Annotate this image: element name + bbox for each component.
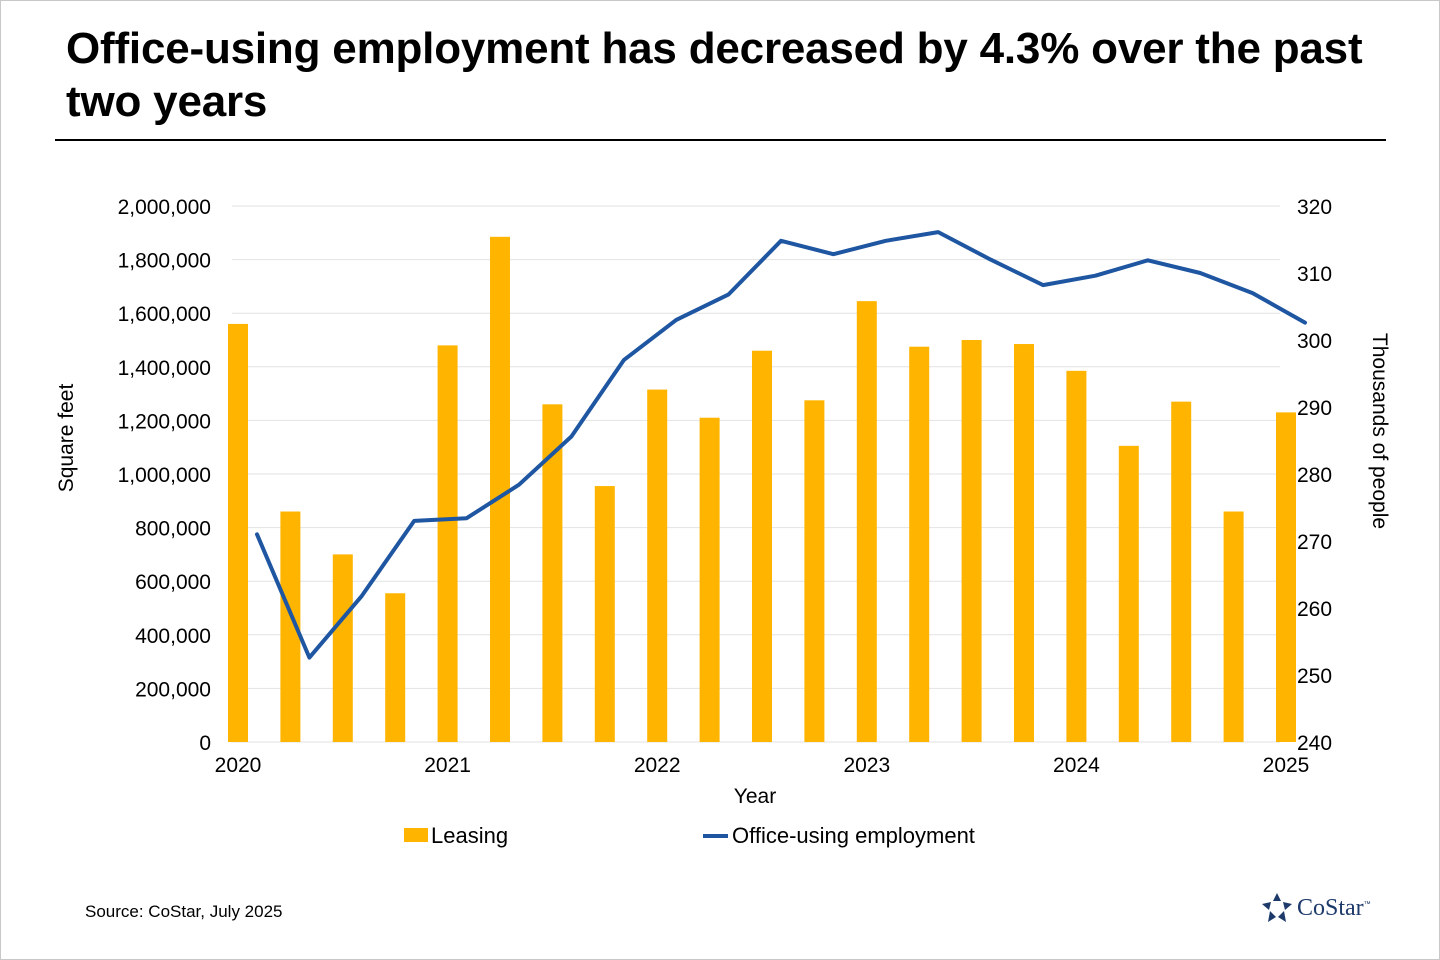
leasing-bar bbox=[594, 486, 615, 742]
y-tick-label: 2,000,000 bbox=[118, 196, 211, 219]
y2-tick-label: 320 bbox=[1297, 196, 1332, 219]
leasing-bar bbox=[490, 236, 510, 742]
x-axis-ticks: 2020 2021 2022 2023 2024 2025 bbox=[215, 754, 1310, 777]
y-tick-label: 1,200,000 bbox=[118, 410, 211, 433]
legend-leasing-label: Leasing bbox=[431, 823, 508, 848]
leasing-bar bbox=[1171, 401, 1192, 742]
y2-tick-label: 280 bbox=[1297, 464, 1332, 487]
y2-tick-label: 300 bbox=[1297, 330, 1332, 353]
leasing-bar bbox=[437, 345, 458, 742]
leasing-bar bbox=[1223, 511, 1244, 742]
leasing-bar bbox=[909, 346, 930, 742]
logo-trademark: ™ bbox=[1363, 901, 1371, 908]
leasing-bar bbox=[699, 417, 720, 742]
y2-axis-label: Thousands of people bbox=[1368, 333, 1391, 529]
leasing-bar bbox=[961, 340, 982, 742]
y2-tick-label: 290 bbox=[1297, 397, 1332, 420]
leasing-bar bbox=[280, 511, 301, 742]
y2-tick-label: 240 bbox=[1297, 732, 1332, 755]
x-tick-label: 2021 bbox=[424, 754, 471, 777]
y-tick-label: 1,800,000 bbox=[118, 250, 211, 273]
leasing-bar bbox=[332, 554, 353, 742]
legend-employment-label: Office-using employment bbox=[732, 823, 975, 848]
leasing-bar bbox=[804, 400, 825, 742]
leasing-bars bbox=[228, 236, 1296, 742]
y2-tick-label: 260 bbox=[1297, 598, 1332, 621]
x-tick-label: 2023 bbox=[843, 754, 890, 777]
y-tick-label: 1,000,000 bbox=[118, 464, 211, 487]
y2-tick-label: 270 bbox=[1297, 531, 1332, 554]
leasing-bar bbox=[856, 301, 877, 742]
costar-star-icon bbox=[1262, 893, 1292, 922]
legend: Leasing Office-using employment bbox=[404, 823, 975, 848]
y-tick-label: 600,000 bbox=[135, 571, 211, 594]
y-tick-label: 400,000 bbox=[135, 625, 211, 648]
leasing-bar bbox=[1066, 370, 1087, 742]
employment-line bbox=[255, 230, 1307, 660]
y-tick-label: 200,000 bbox=[135, 678, 211, 701]
y2-tick-label: 310 bbox=[1297, 263, 1332, 286]
y-axis-label: Square feet bbox=[55, 384, 78, 493]
leasing-bar bbox=[1014, 344, 1034, 742]
x-tick-label: 2020 bbox=[215, 754, 262, 777]
leasing-bar bbox=[1276, 412, 1296, 742]
left-axis-ticks: 0 200,000 400,000 600,000 800,000 1,000,000 1,… bbox=[118, 196, 211, 755]
leasing-bar bbox=[752, 350, 772, 742]
x-tick-label: 2025 bbox=[1263, 754, 1310, 777]
legend-leasing-swatch bbox=[404, 828, 428, 842]
source-note: Source: CoStar, July 2025 bbox=[85, 902, 283, 921]
chart-title: Office-using employment has decreased by… bbox=[66, 24, 1363, 126]
leasing-bar bbox=[647, 389, 668, 742]
leasing-bar bbox=[228, 323, 248, 742]
y-tick-label: 1,600,000 bbox=[118, 303, 211, 326]
employment-points bbox=[256, 232, 1306, 658]
logo-wordmark: CoStar bbox=[1297, 894, 1364, 921]
costar-logo: CoStar ™ bbox=[1261, 892, 1371, 924]
x-tick-label: 2024 bbox=[1053, 754, 1100, 777]
right-axis-ticks: 240 250 260 270 280 290 300 310 320 bbox=[1297, 196, 1332, 755]
y2-tick-label: 250 bbox=[1297, 665, 1332, 688]
y-tick-label: 800,000 bbox=[135, 518, 211, 541]
y-tick-label: 1,400,000 bbox=[118, 357, 211, 380]
title-divider bbox=[55, 139, 1386, 141]
leasing-bar bbox=[385, 593, 406, 742]
leasing-bar bbox=[1118, 445, 1139, 742]
leasing-bar bbox=[542, 404, 563, 742]
x-axis-label: Year bbox=[734, 785, 776, 808]
y-tick-label: 0 bbox=[199, 732, 211, 755]
x-tick-label: 2022 bbox=[634, 754, 681, 777]
